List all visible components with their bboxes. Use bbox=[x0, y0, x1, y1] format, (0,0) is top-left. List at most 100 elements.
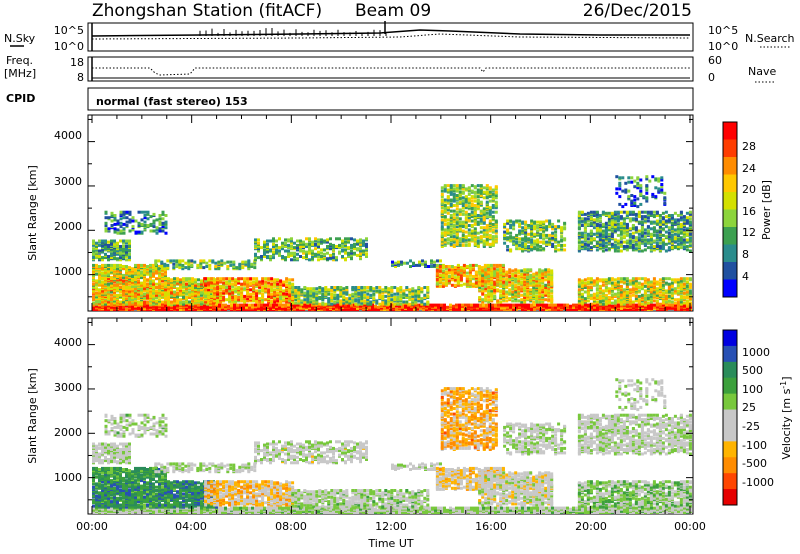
power-cell bbox=[521, 220, 525, 224]
power-cell bbox=[305, 250, 308, 254]
power-cell bbox=[440, 192, 444, 196]
power-cell bbox=[408, 296, 412, 299]
power-cell bbox=[471, 282, 475, 286]
power-cell bbox=[318, 286, 322, 289]
power-cell bbox=[213, 289, 217, 293]
power-cell bbox=[330, 299, 334, 303]
power-cell bbox=[539, 245, 543, 248]
power-cell bbox=[533, 225, 537, 229]
power-cell bbox=[492, 280, 496, 284]
power-cell bbox=[399, 302, 403, 306]
power-cell bbox=[116, 275, 119, 278]
power-cell bbox=[207, 288, 211, 292]
power-cell bbox=[455, 204, 459, 207]
power-cell bbox=[320, 251, 323, 255]
power-cell bbox=[113, 292, 116, 296]
power-cell bbox=[470, 224, 474, 227]
power-cell bbox=[107, 272, 110, 276]
power-cell bbox=[208, 267, 212, 271]
power-cell bbox=[492, 263, 496, 267]
power-cell bbox=[207, 290, 211, 294]
power-cell bbox=[164, 283, 167, 287]
power-cell bbox=[207, 296, 211, 299]
power-cell bbox=[479, 235, 483, 239]
power-cell bbox=[521, 229, 525, 233]
power-cell bbox=[515, 219, 519, 223]
power-cell bbox=[518, 222, 522, 226]
power-cell bbox=[426, 286, 430, 289]
power-cell bbox=[468, 266, 472, 270]
power-cell bbox=[254, 238, 257, 242]
power-cell bbox=[312, 291, 316, 295]
power-cell bbox=[372, 300, 376, 304]
power-cell bbox=[237, 296, 241, 299]
power-cell bbox=[253, 262, 257, 266]
power-cell bbox=[476, 220, 480, 224]
power-cell bbox=[311, 255, 314, 258]
power-cell bbox=[157, 259, 161, 263]
power-cell bbox=[101, 277, 104, 281]
power-cell bbox=[208, 259, 212, 263]
power-cell bbox=[287, 238, 290, 242]
power-cell bbox=[449, 232, 453, 236]
power-cell bbox=[113, 289, 116, 293]
power-cell bbox=[329, 247, 332, 251]
power-cell bbox=[327, 288, 331, 292]
power-cell bbox=[447, 268, 451, 272]
power-cell bbox=[170, 293, 173, 297]
power-cell bbox=[378, 286, 382, 289]
power-cell bbox=[284, 303, 287, 307]
power-cell bbox=[363, 286, 367, 289]
power-cell bbox=[261, 286, 265, 289]
power-cell bbox=[449, 224, 453, 227]
power-cell bbox=[505, 296, 509, 299]
power-cell bbox=[542, 237, 546, 241]
power-cell bbox=[104, 245, 107, 248]
power-cell bbox=[276, 291, 280, 295]
power-cell bbox=[332, 306, 335, 310]
power-cell bbox=[482, 186, 486, 190]
power-cell bbox=[485, 303, 488, 307]
power-cell bbox=[213, 278, 217, 282]
power-cell bbox=[473, 216, 477, 220]
power-cell bbox=[95, 263, 98, 267]
power-cell bbox=[341, 255, 344, 258]
power-cell bbox=[217, 260, 221, 264]
power-cell bbox=[441, 269, 445, 273]
power-cell bbox=[113, 263, 116, 267]
power-cell bbox=[557, 219, 561, 223]
power-cell bbox=[473, 185, 477, 189]
power-cell bbox=[149, 291, 152, 295]
power-cell bbox=[357, 291, 361, 295]
power-cell bbox=[276, 282, 280, 286]
power-cell bbox=[332, 246, 335, 250]
power-cell bbox=[191, 277, 194, 281]
power-cell bbox=[302, 240, 305, 244]
power-cell bbox=[107, 290, 110, 294]
power-cell bbox=[155, 277, 158, 281]
power-cell bbox=[362, 252, 365, 256]
power-cell bbox=[137, 297, 140, 301]
power-cell bbox=[449, 214, 453, 217]
power-cell bbox=[503, 230, 507, 234]
power-cell bbox=[479, 209, 483, 213]
power-cell bbox=[354, 298, 358, 302]
power-cell bbox=[423, 296, 427, 299]
power-cell bbox=[187, 262, 191, 266]
power-cell bbox=[336, 299, 340, 303]
power-cell bbox=[234, 297, 238, 301]
power-cell bbox=[279, 279, 283, 283]
power-cell bbox=[542, 220, 546, 224]
power-cell bbox=[461, 303, 464, 307]
power-cell bbox=[354, 302, 358, 306]
power-cell bbox=[116, 231, 120, 235]
power-cell bbox=[182, 284, 185, 288]
power-cell bbox=[143, 277, 146, 281]
power-cell bbox=[443, 230, 447, 234]
power-cell bbox=[95, 287, 98, 291]
nsky-tick-bottom: 10^0 bbox=[54, 40, 84, 53]
power-cell bbox=[481, 287, 485, 291]
power-cell bbox=[300, 290, 304, 294]
power-cell bbox=[247, 262, 251, 266]
power-cell bbox=[270, 299, 274, 303]
